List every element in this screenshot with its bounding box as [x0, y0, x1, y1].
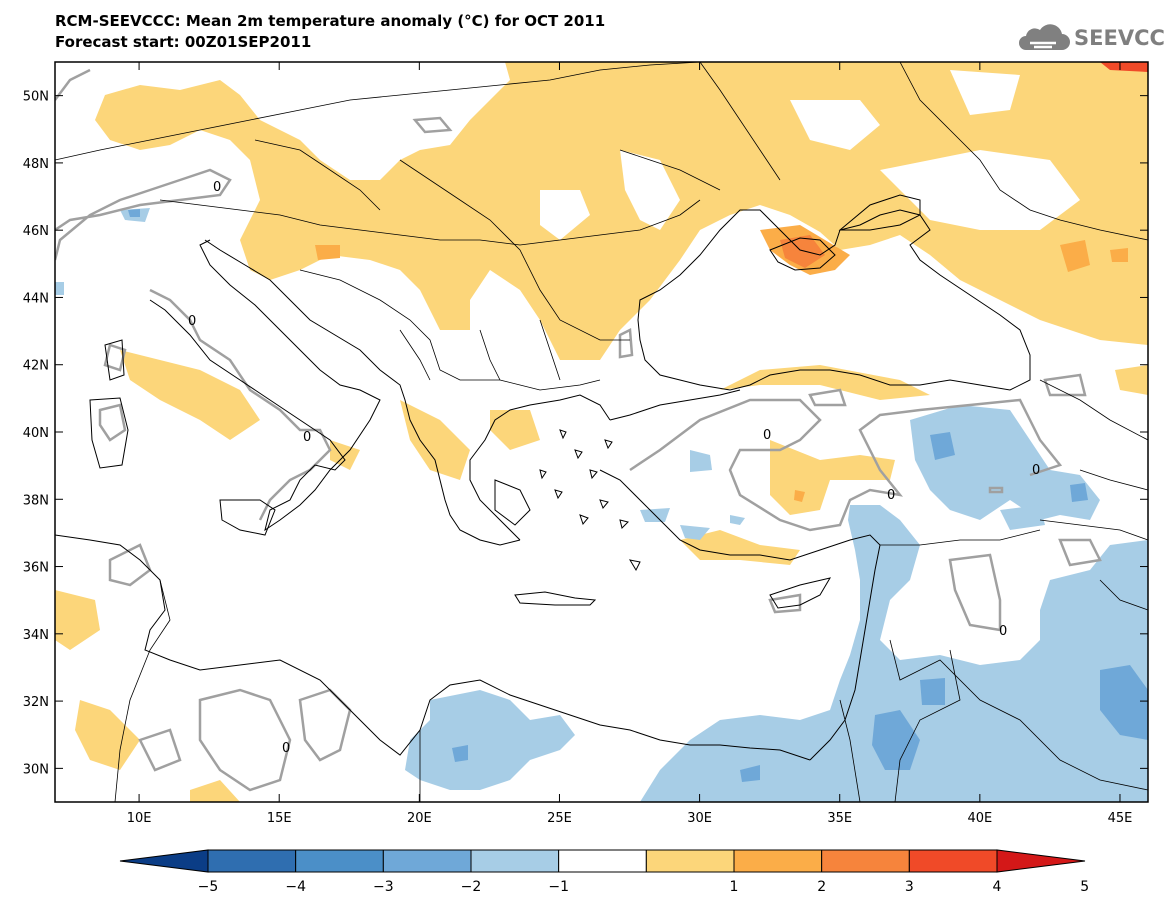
lat-tick-label: 30N [23, 762, 49, 777]
colorbar-label: −5 [198, 879, 219, 895]
lon-tick-label: 25E [547, 811, 572, 826]
seevccc-logo: SEEVCCC [1016, 20, 1165, 56]
colorbar-swatch [295, 849, 384, 873]
colorbar [119, 849, 1086, 873]
forecast-start: Forecast start: 00Z01SEP2011 [55, 33, 312, 51]
map-title: RCM-SEEVCCC: Mean 2m temperature anomaly… [55, 12, 606, 30]
colorbar-swatch [558, 849, 647, 873]
logo-text: SEEVCCC [1074, 26, 1165, 50]
lat-tick-label: 46N [23, 224, 49, 239]
zero-contours [55, 68, 1102, 792]
lat-tick-label: 38N [23, 493, 49, 508]
contour-labels: 0 0 0 0 0 0 0 0 [188, 180, 1040, 756]
colorbar-label: 3 [905, 879, 914, 895]
country-borders [55, 62, 1148, 802]
latitude-tick-labels: 30N 32N 34N 36N 38N 40N 42N 44N 46N 48N 50N [23, 90, 49, 778]
lon-tick-label: 35E [827, 811, 852, 826]
contour-label: 0 [303, 430, 311, 445]
lon-tick-label: 30E [687, 811, 712, 826]
lon-tick-label: 40E [967, 811, 992, 826]
lat-tick-label: 42N [23, 359, 49, 374]
colorbar-label: −4 [285, 879, 306, 895]
lon-tick-label: 10E [127, 811, 152, 826]
lat-tick-label: 32N [23, 695, 49, 710]
lon-tick-label: 15E [267, 811, 292, 826]
contour-label: 0 [887, 488, 895, 503]
colorbar-labels: −5 −4 −3 −2 −1 1 2 3 4 5 [198, 879, 1089, 895]
colorbar-swatch [470, 849, 560, 873]
lat-tick-label: 48N [23, 157, 49, 172]
colorbar-high-arrow [996, 849, 1086, 873]
contour-label: 0 [188, 314, 196, 329]
colorbar-swatch [908, 849, 998, 873]
lat-tick-label: 50N [23, 90, 49, 105]
contour-label: 0 [1032, 463, 1040, 478]
colorbar-swatch [821, 849, 910, 873]
colorbar-swatch [645, 849, 735, 873]
colorbar-label: 4 [993, 879, 1002, 895]
colorbar-label: 1 [730, 879, 739, 895]
contour-label: 0 [213, 180, 221, 195]
lat-tick-label: 40N [23, 426, 49, 441]
colorbar-swatch [733, 849, 823, 873]
colorbar-label: 2 [817, 879, 826, 895]
hot-anomaly-fill [315, 62, 1148, 502]
colorbar-low-arrow [119, 849, 209, 873]
contour-label: 0 [999, 624, 1007, 639]
cloud-icon [1019, 24, 1070, 50]
colorbar-swatch [207, 849, 297, 873]
colder-anomaly-fill [128, 209, 1148, 782]
colorbar-swatch [382, 849, 472, 873]
colorbar-label: −3 [373, 879, 394, 895]
axis-ticks [55, 62, 1148, 802]
lat-tick-label: 36N [23, 561, 49, 576]
coastlines [55, 194, 1031, 761]
contour-label: 0 [763, 428, 771, 443]
colorbar-label: −2 [461, 879, 482, 895]
contour-label: 0 [282, 741, 290, 756]
lat-tick-label: 34N [23, 628, 49, 643]
lon-tick-label: 20E [407, 811, 432, 826]
longitude-tick-labels: 10E 15E 20E 25E 30E 35E 40E 45E [127, 811, 1133, 826]
colorbar-label: −1 [548, 879, 569, 895]
colorbar-label: 5 [1080, 879, 1089, 895]
map-plot-area: 0 0 0 0 0 0 0 0 [55, 62, 1148, 802]
lat-tick-label: 44N [23, 291, 49, 306]
lon-tick-label: 45E [1108, 811, 1133, 826]
